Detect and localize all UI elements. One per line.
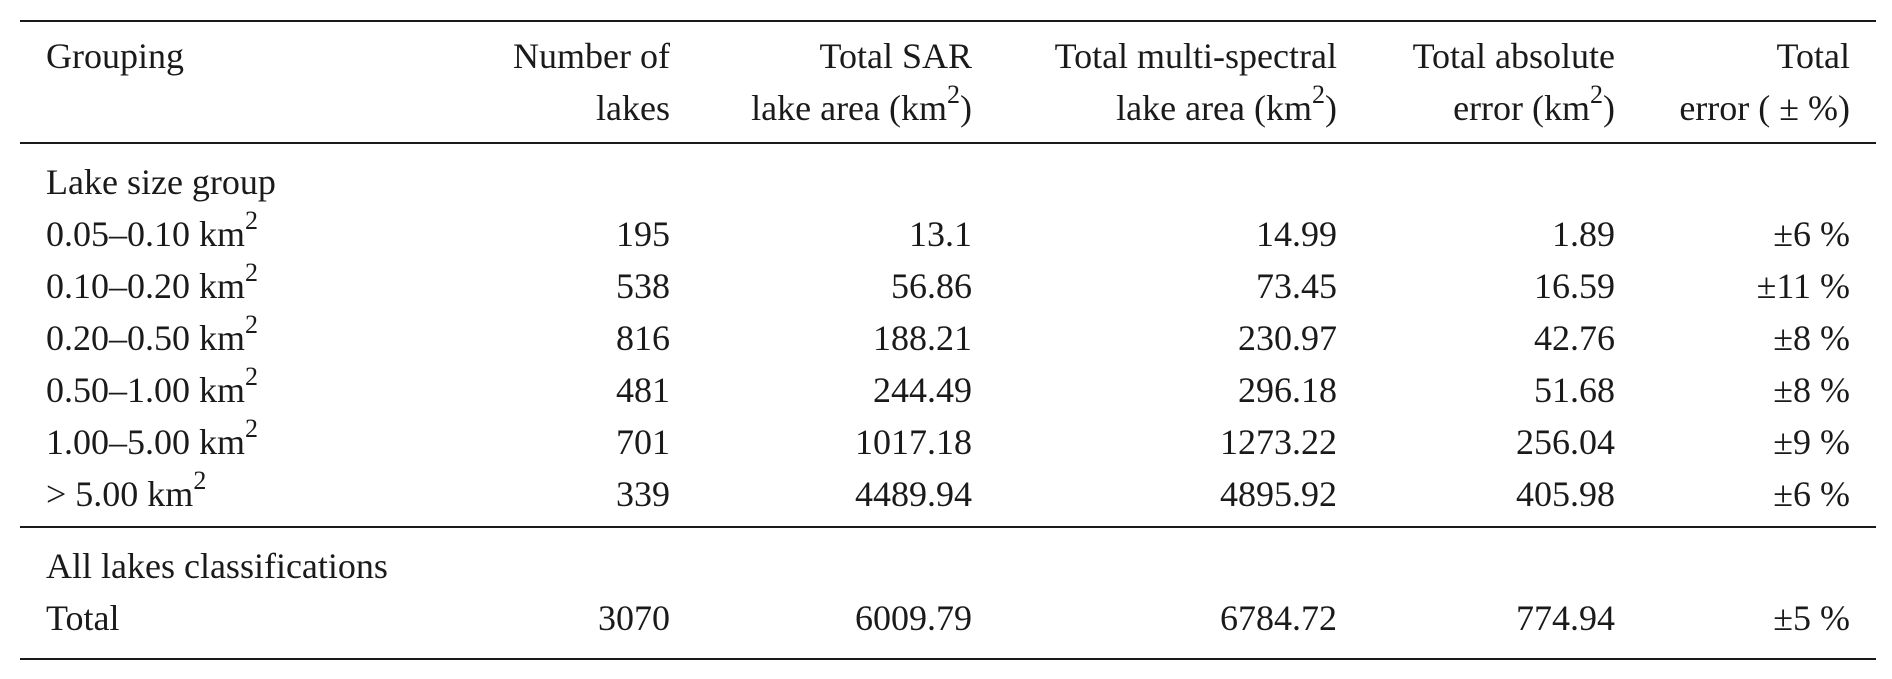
header-sar-close: ): [960, 88, 972, 128]
header-abs-line2: error (km: [1453, 88, 1590, 128]
absolute-error-cell: 774.94: [1337, 592, 1615, 660]
multispectral-area-cell: 73.45: [1256, 266, 1337, 306]
absolute-error-cell: 51.68: [1534, 370, 1615, 410]
absolute-error-cell: 42.76: [1534, 318, 1615, 358]
results-table-container: Grouping Number of lakes Total SAR lake …: [20, 20, 1876, 660]
error-percent-cell: ±11 %: [1756, 266, 1850, 306]
table-row: 0.50–1.00 km2 481 244.49 296.18 51.68 ±8 %: [20, 364, 1876, 416]
error-percent-cell: ±6 %: [1773, 214, 1850, 254]
grouping-cell: 1.00–5.00 km2: [20, 416, 453, 468]
grouping-unit-sup: 2: [193, 466, 207, 495]
lakes-count-cell: 701: [616, 422, 670, 462]
grouping-cell: > 5.00 km2: [20, 468, 453, 527]
header-lakes-line1: Number of: [513, 36, 670, 76]
error-percent-cell: ±8 %: [1773, 318, 1850, 358]
header-sar-line2: lake area (km: [751, 88, 947, 128]
absolute-error-cell: 1.89: [1552, 214, 1615, 254]
header-total-absolute-error: Total absolute error (km2): [1337, 21, 1615, 143]
header-abs-sup: 2: [1590, 80, 1603, 109]
multispectral-area-cell: 4895.92: [1220, 474, 1337, 514]
header-number-of-lakes: Number of lakes: [453, 21, 670, 143]
error-percent-cell: ±9 %: [1773, 422, 1850, 462]
grouping-cell: 0.10–0.20 km2: [20, 260, 453, 312]
grouping-label: > 5.00 km: [46, 474, 194, 514]
grouping-label: 1.00–5.00 km: [46, 422, 246, 462]
header-grouping-line1: Grouping: [46, 36, 184, 76]
lakes-count-cell: 195: [616, 214, 670, 254]
table-row: 0.10–0.20 km2 538 56.86 73.45 16.59 ±11 %: [20, 260, 1876, 312]
header-ms-close: ): [1325, 88, 1337, 128]
grouping-unit-sup: 2: [245, 362, 259, 391]
sar-area-cell: 188.21: [873, 318, 972, 358]
total-row: Total 3070 6009.79 6784.72 774.94 ±5 %: [20, 592, 1876, 660]
table-row: 0.20–0.50 km2 816 188.21 230.97 42.76 ±8 %: [20, 312, 1876, 364]
lakes-count-cell: 538: [616, 266, 670, 306]
section-row-all-lakes: All lakes classifications: [20, 526, 1876, 592]
absolute-error-cell: 405.98: [1516, 474, 1615, 514]
header-abs-close: ): [1603, 88, 1615, 128]
header-total-sar-area: Total SAR lake area (km2): [670, 21, 972, 143]
grouping-cell: 0.20–0.50 km2: [20, 312, 453, 364]
header-ms-sup: 2: [1312, 80, 1325, 109]
table-row: > 5.00 km2 339 4489.94 4895.92 405.98 ±6 %: [20, 468, 1876, 527]
header-total-error-percent: Total error ( ± %): [1615, 21, 1876, 143]
absolute-error-cell: 16.59: [1534, 266, 1615, 306]
multispectral-area-cell: 230.97: [1238, 318, 1337, 358]
multispectral-area-cell: 6784.72: [972, 592, 1337, 660]
section-row-lake-size: Lake size group: [20, 143, 1876, 208]
header-err-line2: error ( ± %): [1679, 88, 1850, 128]
grouping-cell: 0.05–0.10 km2: [20, 208, 453, 260]
grouping-unit-sup: 2: [245, 206, 259, 235]
sar-area-cell: 244.49: [873, 370, 972, 410]
table-row: 0.05–0.10 km2 195 13.1 14.99 1.89 ±6 %: [20, 208, 1876, 260]
table-body: Lake size group 0.05–0.10 km2 195 13.1 14.9…: [20, 143, 1876, 660]
section-label-all-lakes: All lakes classifications: [20, 526, 1876, 592]
header-abs-line1: Total absolute: [1412, 36, 1615, 76]
error-percent-cell: ±8 %: [1773, 370, 1850, 410]
grouping-label: 0.50–1.00 km: [46, 370, 246, 410]
sar-area-cell: 13.1: [909, 214, 972, 254]
grouping-unit-sup: 2: [245, 414, 259, 443]
sar-area-cell: 1017.18: [855, 422, 972, 462]
sar-area-cell: 4489.94: [855, 474, 972, 514]
grouping-label: 0.10–0.20 km: [46, 266, 246, 306]
sar-area-cell: 6009.79: [670, 592, 972, 660]
header-grouping: Grouping: [20, 21, 453, 143]
header-ms-line2: lake area (km: [1116, 88, 1312, 128]
lakes-count-cell: 3070: [453, 592, 670, 660]
table-header: Grouping Number of lakes Total SAR lake …: [20, 21, 1876, 143]
error-percent-cell: ±6 %: [1773, 474, 1850, 514]
multispectral-area-cell: 296.18: [1238, 370, 1337, 410]
grouping-label: 0.05–0.10 km: [46, 214, 246, 254]
multispectral-area-cell: 14.99: [1256, 214, 1337, 254]
header-err-line1: Total: [1776, 36, 1850, 76]
grouping-unit-sup: 2: [245, 258, 259, 287]
header-total-multispectral-area: Total multi-spectral lake area (km2): [972, 21, 1337, 143]
absolute-error-cell: 256.04: [1516, 422, 1615, 462]
sar-area-cell: 56.86: [891, 266, 972, 306]
header-lakes-line2: lakes: [596, 88, 670, 128]
error-percent-cell: ±5 %: [1615, 592, 1876, 660]
section-label-lake-size: Lake size group: [46, 162, 276, 202]
header-sar-line1: Total SAR: [819, 36, 973, 76]
header-sar-sup: 2: [947, 80, 960, 109]
grouping-unit-sup: 2: [245, 310, 259, 339]
grouping-cell: Total: [20, 592, 453, 660]
lakes-count-cell: 339: [616, 474, 670, 514]
grouping-cell: 0.50–1.00 km2: [20, 364, 453, 416]
lake-area-table: Grouping Number of lakes Total SAR lake …: [20, 20, 1876, 660]
table-row: 1.00–5.00 km2 701 1017.18 1273.22 256.04 ±9 %: [20, 416, 1876, 468]
multispectral-area-cell: 1273.22: [1220, 422, 1337, 462]
lakes-count-cell: 481: [616, 370, 670, 410]
lakes-count-cell: 816: [616, 318, 670, 358]
header-row: Grouping Number of lakes Total SAR lake …: [20, 21, 1876, 143]
grouping-label: Total: [46, 598, 120, 638]
grouping-label: 0.20–0.50 km: [46, 318, 246, 358]
header-ms-line1: Total multi-spectral: [1054, 36, 1337, 76]
